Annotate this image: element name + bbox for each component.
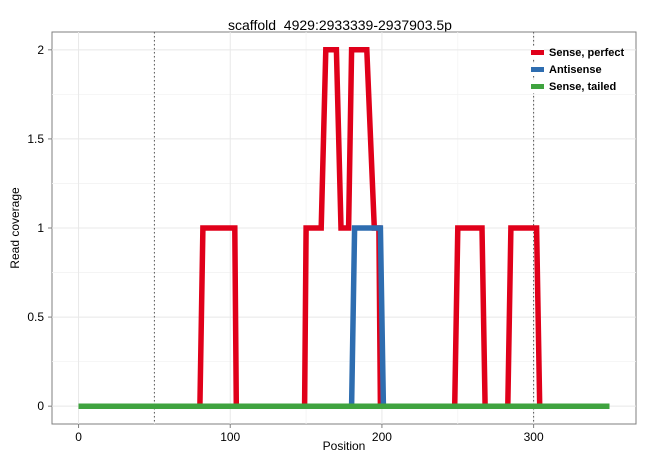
y-tick-label: 2 [37, 43, 44, 57]
x-tick-label: 100 [220, 430, 240, 444]
y-tick-label: 0 [37, 399, 44, 413]
x-tick-label: 200 [372, 430, 392, 444]
legend-label: Sense, tailed [549, 81, 616, 93]
legend: Sense, perfect Antisense Sense, tailed [531, 46, 625, 93]
y-axis-label: Read coverage [8, 187, 22, 269]
y-axis: 0 0.5 1 1.5 2 [27, 43, 52, 413]
y-tick-label: 1.5 [27, 132, 44, 146]
chart-title: scaffold_4929:2933339-2937903.5p [228, 17, 452, 33]
plot-panel [51, 31, 637, 425]
x-axis: 0 100 200 300 [75, 424, 544, 444]
y-tick-label: 1 [37, 221, 44, 235]
x-axis-label: Position [323, 439, 366, 453]
x-tick-label: 300 [524, 430, 544, 444]
x-tick-label: 0 [75, 430, 82, 444]
y-tick-label: 0.5 [27, 310, 44, 324]
legend-label: Sense, perfect [549, 47, 625, 59]
series-layer [78, 47, 610, 409]
legend-label: Antisense [549, 64, 602, 76]
